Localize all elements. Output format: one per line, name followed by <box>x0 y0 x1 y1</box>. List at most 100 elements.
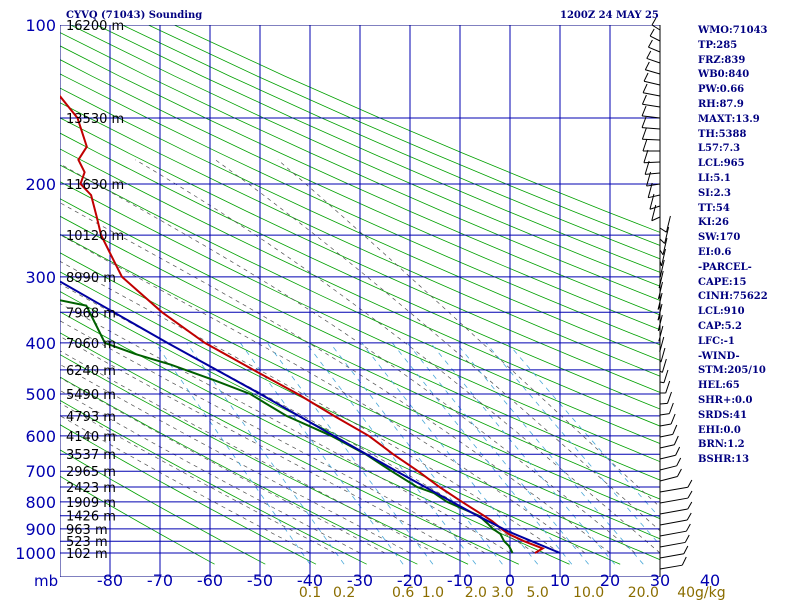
index-item: SW:170 <box>698 232 741 244</box>
temperature-tick-label: -50 <box>247 571 273 590</box>
wind-barb-flag <box>676 457 682 467</box>
wind-barb-flag <box>647 182 653 198</box>
wind-barb-flag <box>673 435 679 445</box>
mixing-ratio-label: 5.0 <box>527 585 549 600</box>
dry-adiabat <box>60 73 660 346</box>
isotherms <box>60 25 660 577</box>
chart-subtitle: 1200Z 24 MAY 25 <box>560 10 659 21</box>
dry-adiabat <box>60 399 367 565</box>
dry-adiabat <box>60 311 570 565</box>
dry-adiabat <box>60 148 660 427</box>
wind-barb <box>659 541 686 548</box>
wind-barb-flag <box>646 50 652 59</box>
mixing-ratio-label: 3.0 <box>491 585 513 600</box>
wind-barb <box>646 183 661 187</box>
wind-barb <box>659 249 664 256</box>
wind-barb <box>659 423 672 427</box>
wind-barb <box>641 115 661 119</box>
wind-barb-flag <box>641 127 647 140</box>
pressure-tick-label: 900 <box>25 520 56 539</box>
mixing-ratio-line <box>186 342 345 565</box>
wind-barb <box>659 433 673 438</box>
wind-barb-flag <box>657 281 663 299</box>
index-item: SHR+:0.0 <box>698 394 753 406</box>
wind-barb-flag <box>672 424 678 435</box>
temperature-tick-label: -10 <box>447 571 473 590</box>
temperature-tick-label: -70 <box>147 571 173 590</box>
height-label: 11630 m <box>66 178 124 193</box>
height-label: 2965 m <box>66 465 116 480</box>
wind-barb <box>659 238 665 244</box>
mixing-ratio-line <box>455 342 644 565</box>
wind-barb <box>659 381 665 384</box>
temperature-tick-label: -80 <box>97 571 123 590</box>
dry-adiabat <box>96 25 660 273</box>
mixing-ratio-line <box>507 342 660 519</box>
index-item: LCL:910 <box>698 306 745 318</box>
index-item: WB0:840 <box>698 69 750 81</box>
mixing-ratio-line <box>239 342 404 565</box>
wind-barb <box>659 530 687 537</box>
dry-adiabat <box>60 198 660 481</box>
height-label: 6240 m <box>66 364 116 379</box>
temperature-tick-label: 0 <box>505 571 515 590</box>
index-item: TT:54 <box>698 202 730 214</box>
moist-adiabat <box>60 364 411 554</box>
wind-barb <box>641 127 661 130</box>
height-label: 13530 m <box>66 112 124 127</box>
pressure-tick-label: 300 <box>25 268 56 287</box>
dry-adiabat <box>60 449 266 565</box>
mixing-ratio-line <box>329 342 503 565</box>
wind-barb <box>651 24 661 31</box>
wind-barb-flag <box>647 39 653 48</box>
index-item: LFC:-1 <box>698 335 735 347</box>
index-item: -PARCEL- <box>698 261 752 273</box>
index-item: KI:26 <box>698 217 729 229</box>
wind-barb-flag <box>667 391 672 404</box>
dry-adiabat <box>60 354 469 565</box>
index-item: L57:7.3 <box>698 143 741 155</box>
temperature-tick-label: -30 <box>347 571 373 590</box>
wind-barb-flag <box>664 226 670 244</box>
index-item: CINH:75622 <box>698 291 768 303</box>
wind-barb-flag <box>676 468 682 477</box>
mixing-ratio-line <box>391 342 573 565</box>
wind-barbs <box>641 17 693 577</box>
index-item: FRZ:839 <box>698 54 746 66</box>
mixing-ratio-line <box>430 342 616 565</box>
wind-barb-flag <box>665 215 671 233</box>
index-item: CAPE:15 <box>698 276 747 288</box>
dry-adiabat <box>60 252 660 540</box>
parcel-profile <box>60 280 561 554</box>
dry-adiabat <box>60 233 660 520</box>
mixing-ratio-label: 0.1 <box>299 585 321 600</box>
dry-adiabat <box>60 181 660 463</box>
index-item: MAXT:13.9 <box>698 113 760 125</box>
wind-barb-flag <box>687 479 693 488</box>
height-label: 1909 m <box>66 496 116 511</box>
wind-barb-flag <box>683 545 689 554</box>
wind-barb-flag <box>646 171 652 187</box>
index-item: EHI:0.0 <box>698 424 741 436</box>
moist-adiabats <box>60 159 660 554</box>
wind-barb-flag <box>684 534 690 543</box>
wind-barb-flag <box>641 94 647 105</box>
dry-adiabat <box>60 215 660 500</box>
dry-adiabat <box>60 475 215 565</box>
moist-adiabat <box>60 303 511 554</box>
dry-adiabat <box>60 132 660 410</box>
wind-barb-flag <box>643 72 649 82</box>
moist-adiabat <box>60 234 586 554</box>
wind-barb-flag <box>675 446 681 456</box>
temperature-tick-label: 40 <box>700 571 720 590</box>
height-label: 8990 m <box>66 271 116 286</box>
isobars <box>60 25 660 577</box>
mixing-ratio-label: 0.2 <box>333 585 355 600</box>
temperature-tick-label: -60 <box>197 571 223 590</box>
moist-adiabat <box>60 202 611 554</box>
wind-barb-flag <box>642 138 648 152</box>
index-item: RH:87.9 <box>698 98 744 110</box>
wind-barb <box>646 57 661 64</box>
pressure-tick-label: 700 <box>25 462 56 481</box>
